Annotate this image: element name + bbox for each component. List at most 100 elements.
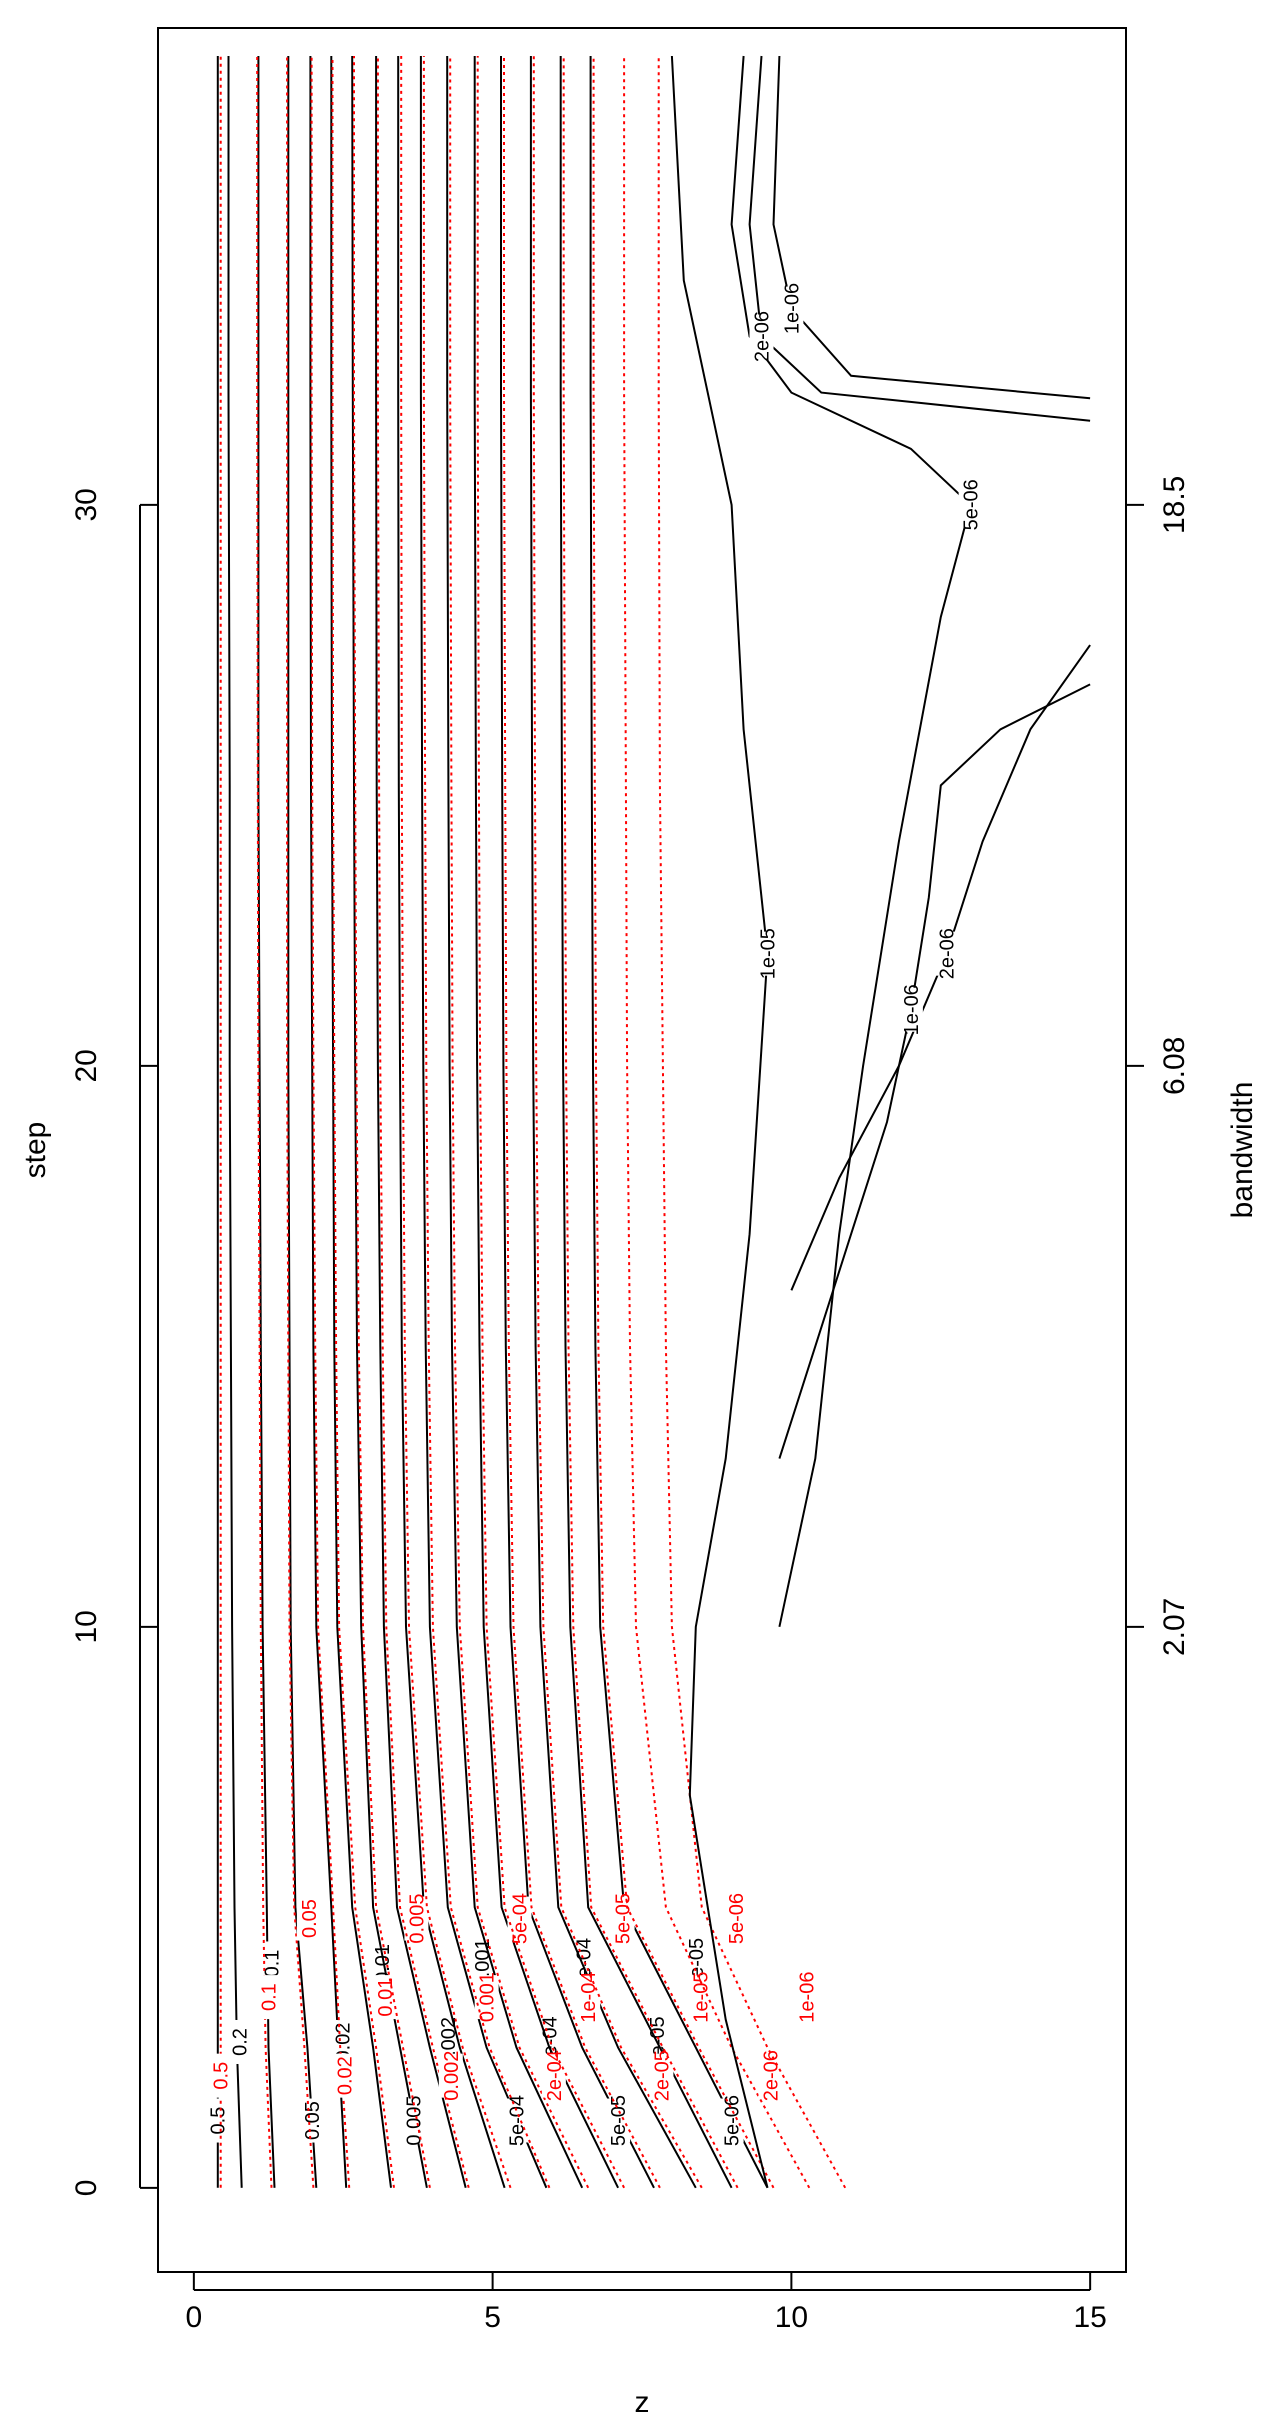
contour-black-0.002 xyxy=(375,56,467,2189)
outer-contour-label-5e-06-1: 5e-06 xyxy=(961,479,983,530)
contour-label-black-5e-04-bg xyxy=(504,2098,529,2143)
outer-contour-2e-06-2 xyxy=(748,55,1091,422)
plot-frame xyxy=(157,27,1127,2273)
contour-label-black-0.1: 0.1 xyxy=(262,1950,284,1978)
contour-red-5e-05 xyxy=(503,56,661,2189)
x-tick-label-0: 0 xyxy=(186,2301,203,2334)
contour-label-black-5e-06: 5e-06 xyxy=(722,2095,744,2146)
contour-black-0.001 xyxy=(397,56,506,2189)
contour-label-black-1e-05-bg xyxy=(683,1941,708,1986)
x-tick-label-10: 10 xyxy=(775,2301,808,2334)
contour-label-black-0.1-bg xyxy=(259,1941,284,1986)
contour-label-red-5e-04-bg xyxy=(507,1896,532,1941)
outer-contour-1e-05-0 xyxy=(670,55,769,2189)
contour-label-red-0.005: 0.005 xyxy=(406,1894,428,1944)
contour-red-1e-06 xyxy=(657,56,847,2189)
contour-black-1e-04 xyxy=(473,56,619,2189)
contour-label-red-0.5-bg xyxy=(208,2053,233,2098)
contour-label-red-0.001: 0.001 xyxy=(477,1972,499,2022)
contour-red-0.1 xyxy=(256,56,273,2188)
contour-label-red-0.1-bg xyxy=(256,1975,281,2020)
outer-contour-label-1e-06-5-bg xyxy=(898,987,923,1032)
outer-contour-label-1e-05-0-bg xyxy=(755,931,780,976)
plot-area: 0.5 0.2 0.1 0.05 0.02 0.01 0.005 0.002 0.001 5e-0… xyxy=(205,55,1091,2189)
contour-label-black-0.5-bg xyxy=(205,2098,230,2143)
contour-label-red-2e-05-bg xyxy=(649,2053,674,2098)
outer-contour-label-5e-06-1-bg xyxy=(958,482,983,527)
outer-contour-label-1e-06-3-bg xyxy=(779,286,804,331)
contour-black-5e-04 xyxy=(419,56,548,2189)
contour-red-5e-06 xyxy=(592,56,775,2189)
contour-label-red-0.02-bg xyxy=(332,2053,357,2098)
outer-contour-label-1e-06-5: 1e-06 xyxy=(901,984,923,1035)
contour-label-red-0.05: 0.05 xyxy=(299,1899,321,1938)
contour-label-black-0.2-bg xyxy=(227,2019,252,2064)
contour-label-black-0.02-bg xyxy=(330,2019,355,2064)
outer-contour-label-1e-06-3: 1e-06 xyxy=(781,283,803,334)
contour-label-red-2e-06: 2e-06 xyxy=(760,2050,782,2101)
contour-label-red-5e-04: 5e-04 xyxy=(510,1893,532,1944)
contour-label-black-0.002-bg xyxy=(435,2019,460,2064)
contour-red-5e-04 xyxy=(422,56,551,2189)
contour-label-red-5e-06-bg xyxy=(724,1896,749,1941)
outer-contour-label-2e-06-2-bg xyxy=(749,314,774,359)
y-axis-label: step xyxy=(19,1122,52,1179)
outer-contour-label-1e-05-0: 1e-05 xyxy=(757,928,779,979)
contour-red-2e-04 xyxy=(449,56,590,2189)
contour-black-0.2 xyxy=(227,56,243,2188)
contour-black-0.02 xyxy=(309,56,348,2188)
right-tick-label-2.07: 2.07 xyxy=(1158,1598,1191,1656)
contour-red-0.001 xyxy=(400,56,512,2189)
right-tick-label-18.5: 18.5 xyxy=(1158,476,1191,534)
contour-label-black-0.05-bg xyxy=(299,2098,324,2143)
contour-red-2e-06 xyxy=(623,56,811,2189)
contour-label-red-1e-04-bg xyxy=(576,1975,601,2020)
contour-label-red-5e-06: 5e-06 xyxy=(726,1893,748,1944)
y-tick-label-30: 30 xyxy=(70,488,103,521)
contour-label-red-0.05-bg xyxy=(296,1896,321,1941)
contour-label-black-0.2: 0.2 xyxy=(229,2028,251,2056)
contour-label-black-5e-06-bg xyxy=(719,2098,744,2143)
contour-black-0.01 xyxy=(330,56,392,2188)
contour-label-red-0.5: 0.5 xyxy=(211,2062,233,2090)
contour-label-red-0.01: 0.01 xyxy=(375,1978,397,2017)
contour-red-0.005 xyxy=(353,56,431,2188)
contour-label-black-5e-04: 5e-04 xyxy=(507,2095,529,2146)
contour-label-red-1e-06-bg xyxy=(794,1975,819,2020)
contour-black-2e-04 xyxy=(446,56,584,2189)
contour-label-red-0.02: 0.02 xyxy=(335,2056,357,2095)
x-axis-label: z xyxy=(635,2386,650,2419)
contour-label-red-2e-05: 2e-05 xyxy=(651,2050,673,2101)
contour-red-0.02 xyxy=(310,56,351,2188)
outer-contour-label-2e-06-2: 2e-06 xyxy=(752,311,774,362)
contour-red-0.01 xyxy=(331,56,395,2188)
contour-black-1e-05 xyxy=(559,56,733,2189)
contour-label-black-0.005: 0.005 xyxy=(403,2095,425,2145)
axes: 0 5 10 15 0 10 20 30 2.07 6.08 18.5 xyxy=(70,476,1191,2334)
contour-red-2e-05 xyxy=(532,56,703,2189)
contour-label-black-0.5: 0.5 xyxy=(208,2107,230,2135)
outer-contour-5e-06-1 xyxy=(730,55,972,1628)
outer-contour-label-2e-06-4: 2e-06 xyxy=(937,928,959,979)
x-tick-label-15: 15 xyxy=(1073,2301,1106,2334)
contour-label-red-0.005-bg xyxy=(404,1896,429,1941)
contour-label-black-0.05: 0.05 xyxy=(302,2101,324,2140)
contour-label-red-1e-06: 1e-06 xyxy=(796,1972,818,2023)
contour-black-0.05 xyxy=(287,56,318,2188)
contour-red-1e-05 xyxy=(562,56,739,2189)
contour-black-0.1 xyxy=(257,56,276,2188)
contour-label-black-0.02: 0.02 xyxy=(332,2023,354,2062)
right-tick-label-6.08: 6.08 xyxy=(1158,1037,1191,1095)
contour-label-red-1e-04: 1e-04 xyxy=(578,1972,600,2023)
x-tick-label-5: 5 xyxy=(484,2301,501,2334)
contour-label-red-1e-05-bg xyxy=(688,1975,713,2020)
outer-contour-label-2e-06-4-bg xyxy=(934,931,959,976)
contour-label-red-0.002: 0.002 xyxy=(441,2051,463,2101)
contour-black-5e-06 xyxy=(589,56,769,2189)
outer-contour-1e-06-3 xyxy=(772,55,1091,400)
outer-contour-1e-06-5 xyxy=(778,683,1091,1459)
contour-label-red-5e-05: 5e-05 xyxy=(613,1893,635,1944)
contour-black-0.005 xyxy=(351,55,428,2188)
y-tick-label-0: 0 xyxy=(70,2180,103,2197)
